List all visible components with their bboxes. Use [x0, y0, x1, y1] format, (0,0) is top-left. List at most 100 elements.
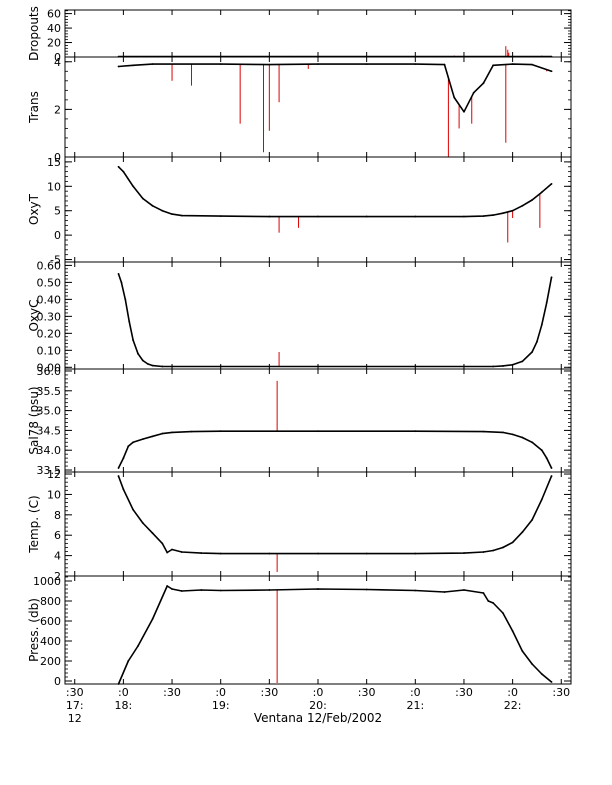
x-tick-label-hour: 22: [504, 699, 522, 712]
y-tick-label: 40 [47, 22, 61, 35]
y-tick-label: 4 [54, 550, 61, 563]
data-point [117, 65, 120, 68]
y-tick-label: 20 [47, 37, 61, 50]
data-point [128, 320, 131, 323]
data-point [540, 323, 543, 326]
x-tick-label: :30 [358, 686, 376, 699]
y-tick-label: 12 [47, 468, 61, 481]
panel-trans: 0 2 4 Trans [27, 56, 572, 164]
data-point [132, 441, 135, 444]
data-point [501, 612, 504, 614]
y-tick-label: 36.0 [37, 365, 62, 378]
x-axis-label: Ventana 12/Feb/2002 [254, 711, 382, 725]
data-point [521, 360, 524, 363]
data-point [151, 435, 154, 438]
x-tick-label: :0 [507, 686, 518, 699]
y-axis-label: Sal78 (psu) [27, 386, 41, 454]
data-point [550, 475, 553, 477]
data-point [492, 602, 495, 604]
data-point [365, 552, 368, 555]
data-point [161, 209, 164, 212]
data-point [137, 645, 139, 647]
x-tick-label: :30 [260, 686, 278, 699]
data-point [414, 589, 417, 592]
data-point [453, 96, 456, 99]
data-point [132, 185, 135, 188]
data-point [141, 522, 144, 524]
y-tick-label: 1000 [33, 575, 61, 588]
data-point [151, 618, 154, 620]
data-point [545, 457, 548, 460]
data-point [117, 683, 120, 685]
x-tick-label-hour: 19: [212, 699, 230, 712]
data-point [219, 430, 222, 433]
data-point [540, 191, 543, 194]
data-point [200, 552, 203, 554]
data-point [511, 630, 514, 632]
data-point [122, 488, 125, 491]
y-tick-label: 200 [40, 655, 61, 668]
data-point [487, 600, 490, 602]
data-point [268, 215, 271, 218]
y-tick-label: 10 [47, 488, 61, 501]
panel-oxyt: -5 0 5 10 15 OxyT [27, 156, 572, 267]
data-point [166, 551, 169, 554]
data-point [482, 215, 485, 217]
data-point [463, 110, 465, 113]
panel-frame [64, 9, 572, 58]
data-point [492, 64, 495, 67]
data-point [161, 432, 164, 435]
y-tick-label: 10 [47, 180, 61, 193]
data-point [365, 215, 368, 218]
data-point [151, 364, 154, 367]
x-tick-label: :30 [455, 686, 473, 699]
chart-panels: 0204060Dropouts024Trans-5051015OxyT0.000… [27, 6, 572, 688]
data-point [511, 63, 514, 66]
data-point [443, 591, 446, 593]
data-point [463, 589, 465, 591]
panel-frame [64, 156, 572, 263]
panel-frame [64, 261, 572, 370]
x-tick-label-day: 12 [68, 712, 82, 725]
y-tick-label: 6 [54, 529, 61, 542]
data-point [550, 681, 553, 683]
data-point [414, 430, 417, 433]
y-tick-label: 35.5 [37, 385, 62, 398]
data-point [482, 430, 485, 433]
data-point [531, 199, 533, 201]
data-point [540, 449, 543, 452]
data-point [501, 431, 504, 434]
x-tick-label-hour: 17: [66, 699, 84, 712]
data-point [151, 63, 154, 66]
panel-frame [64, 368, 572, 473]
data-point [161, 542, 164, 545]
data-point [414, 215, 417, 218]
data-point [531, 351, 533, 353]
data-point [171, 588, 173, 590]
y-tick-label: 0 [54, 51, 61, 64]
y-tick-label: 0 [54, 675, 61, 688]
data-point [127, 445, 130, 448]
panel-press-db: 0 200 400 600 800 1000 Press. (db) [27, 575, 572, 688]
y-axis-label: Trans [27, 91, 41, 124]
x-axis: :3017:12:018::30:019::30:020::30:021::30… [66, 10, 570, 725]
data-point [219, 215, 222, 217]
data-point [268, 63, 271, 66]
series-line [117, 585, 553, 685]
y-tick-label: 0.60 [37, 259, 62, 272]
data-point [536, 340, 538, 343]
data-point [117, 467, 120, 469]
data-point [317, 215, 319, 218]
x-tick-label-hour: 18: [115, 699, 133, 712]
data-point [151, 204, 154, 207]
panel-frame [64, 471, 572, 577]
x-tick-label-hour: 21: [406, 699, 424, 712]
data-point [132, 339, 135, 342]
data-point [161, 365, 164, 368]
y-tick-label: 600 [40, 615, 61, 628]
data-point [531, 519, 533, 521]
data-point [463, 552, 465, 554]
data-point [511, 541, 514, 544]
